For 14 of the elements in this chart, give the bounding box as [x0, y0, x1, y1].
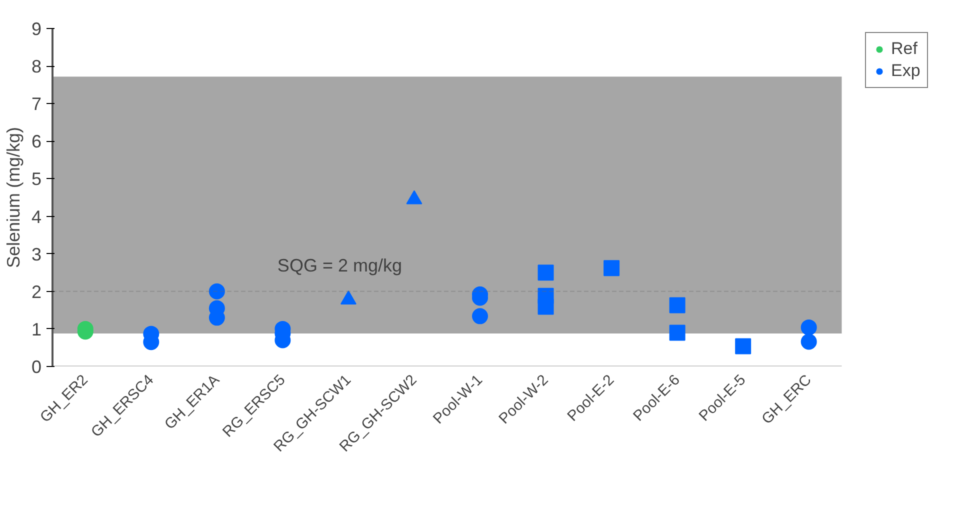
y-tick-label: 0	[31, 357, 42, 377]
legend-label: Exp	[891, 61, 921, 81]
y-tick-label: 8	[31, 56, 42, 77]
y-tick-label: 6	[31, 132, 42, 152]
y-tick-label: 9	[31, 19, 42, 39]
y-tick-label: 2	[31, 282, 42, 302]
y-tick-label: 1	[31, 319, 42, 340]
y-tick-label: 5	[31, 169, 42, 190]
y-tick-label: 7	[31, 94, 42, 114]
legend-label: Ref	[891, 39, 918, 59]
ref-line-label: SQG = 2 mg/kg	[277, 255, 402, 276]
y-tick-label: 3	[31, 244, 42, 264]
y-axis-title: Selenium (mg/kg)	[3, 126, 24, 268]
y-tick-label: 4	[31, 206, 42, 227]
